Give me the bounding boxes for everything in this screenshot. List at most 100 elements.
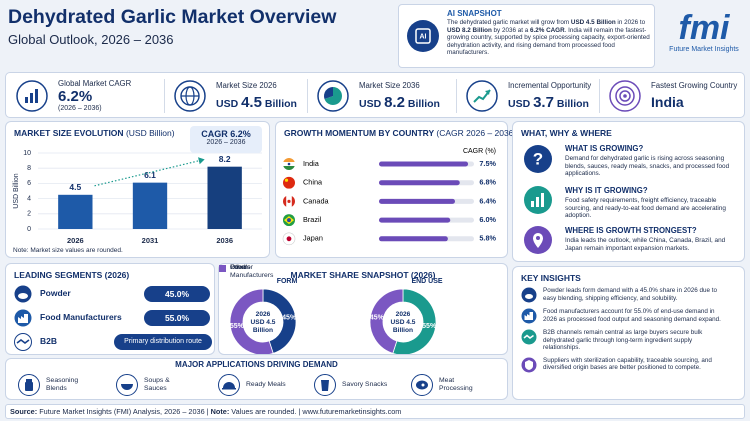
category-label: Canada	[303, 196, 330, 205]
kpi-value: USD 3.7 Billion	[508, 94, 591, 111]
value: 3.7	[533, 94, 554, 111]
decoration	[321, 380, 329, 391]
donut-slice	[392, 288, 437, 354]
footer-text: Future Market Insights (FMI) Analysis, 2…	[37, 407, 211, 416]
kpi-label: Fastest Growing Country	[651, 81, 738, 90]
y-tick-label: 6	[27, 180, 31, 187]
decoration	[536, 197, 539, 207]
slice-label: 45%	[282, 315, 297, 322]
decoration	[287, 162, 291, 166]
key-insights-panel: KEY INSIGHTS Powder leads form demand wi…	[512, 266, 745, 400]
insight-text: B2B channels remain central as large buy…	[543, 329, 703, 351]
decoration	[25, 382, 33, 391]
item-text: Food safety requirements, freight effici…	[565, 197, 726, 220]
flag-japan	[282, 232, 296, 246]
decoration	[287, 218, 291, 223]
donut-slice	[229, 288, 274, 354]
title-unit: (USD Billion)	[125, 128, 175, 138]
panel-title: GROWTH MOMENTUM BY COUNTRY (CAGR 2026 – …	[284, 128, 516, 138]
category-label: Japan	[303, 234, 323, 243]
item-heading: WHY IS IT GROWING?	[565, 186, 648, 195]
segment-name: Food Manufacturers	[40, 312, 122, 322]
insight-icon	[521, 329, 537, 345]
decoration	[287, 199, 291, 203]
insight-icon	[521, 287, 537, 303]
insight-text: Powder leads form demand with a 45.0% sh…	[543, 287, 717, 302]
badge-title: CAGR	[201, 129, 228, 139]
segment-row: Powder 45.0%	[14, 284, 210, 304]
text: by 2036 at a	[491, 26, 530, 34]
slice-label: 55%	[422, 323, 437, 330]
insight-text: Suppliers with sterilization capability,…	[543, 356, 712, 372]
flag-india	[283, 158, 295, 170]
decoration: Fastest Growing Country India	[651, 81, 737, 110]
decoration	[466, 80, 498, 112]
flag-china	[283, 176, 295, 189]
application-label: Soups & Sauces	[144, 377, 170, 392]
decoration	[485, 90, 490, 95]
decoration	[286, 236, 292, 242]
ai-text: The dehydrated garlic market will grow f…	[447, 19, 652, 57]
decoration	[523, 334, 534, 339]
kpi-icon	[466, 80, 498, 112]
decoration	[35, 89, 38, 103]
hbar-chart: CAGR (%) India 7.5% China 6.8% Canada 6.4% Braz…	[282, 148, 497, 246]
decoration	[18, 293, 28, 299]
application-icon	[18, 374, 40, 396]
decoration	[284, 178, 289, 182]
item-heading: WHAT IS GROWING?	[565, 144, 644, 153]
text: The dehydrated garlic market will grow f…	[447, 19, 571, 26]
flag-canada	[283, 195, 295, 208]
suffix: Billion	[264, 98, 297, 110]
decoration: Global Market CAGR 6.2% (2026 – 2036)	[58, 79, 131, 112]
decoration	[525, 359, 533, 370]
center-label: 2026	[256, 311, 271, 318]
decoration	[536, 236, 540, 240]
donut-title: FORM	[277, 278, 298, 285]
kpi-label: Global Market CAGR	[58, 79, 132, 88]
application-label: Ready Meals	[246, 381, 286, 388]
legend-label: Others	[230, 264, 251, 271]
segment-value: Primary distribution route	[114, 334, 212, 350]
kpi-band: Global Market CAGR 6.2% (2026 – 2036) Ma…	[5, 72, 745, 118]
value-label: 6.0%	[479, 215, 496, 224]
decoration: AI	[420, 33, 427, 40]
decoration	[541, 193, 544, 207]
category-label: China	[303, 178, 323, 187]
panel-title: KEY INSIGHTS	[521, 273, 581, 283]
value-label: 4.5	[69, 182, 81, 192]
decoration	[222, 388, 236, 390]
bar	[379, 180, 460, 186]
segment-value: 45.0%	[144, 286, 210, 302]
kpi-icon	[16, 80, 48, 112]
decoration	[619, 90, 631, 102]
decoration	[121, 384, 133, 390]
decoration	[223, 382, 235, 388]
item: WHERE IS GROWTH STRONGEST? India leads th…	[565, 226, 740, 252]
decoration: Market Size 2036 USD 8.2 Billion	[359, 81, 440, 111]
insight: B2B channels remain central as large buy…	[521, 329, 739, 352]
separator	[307, 79, 308, 113]
y-tick-label: 0	[27, 226, 31, 233]
insight: Powder leads form demand with a 45.0% sh…	[521, 287, 739, 303]
decoration	[18, 314, 28, 323]
flag-brazil	[283, 214, 295, 227]
x-axis-label: CAGR (%)	[463, 148, 496, 155]
text: USD 4.5 Billion	[570, 19, 616, 26]
segment-icon	[14, 309, 32, 327]
text: in 2026 to	[615, 19, 646, 26]
legend-item: Others	[219, 264, 279, 272]
value-label: 7.5%	[479, 159, 496, 168]
leading-segments-panel: LEADING SEGMENTS (2026) Powder 45.0% Foo…	[5, 263, 215, 355]
suffix: Billion	[556, 98, 589, 110]
unit: USD	[216, 98, 239, 110]
applications-strip: MAJOR APPLICATIONS DRIVING DEMAND Season…	[5, 358, 508, 400]
title: GROWTH MOMENTUM BY COUNTRY	[284, 128, 435, 138]
footer-text: Note:	[210, 407, 230, 416]
insight-list: Powder leads form demand with a 45.0% sh…	[521, 287, 739, 378]
footer-text: Source:	[10, 407, 38, 416]
value-label: 6.4%	[479, 196, 496, 205]
kpi-note: (2026 – 2036)	[58, 105, 102, 112]
text: . India will remain the fastest-growing …	[447, 26, 650, 57]
